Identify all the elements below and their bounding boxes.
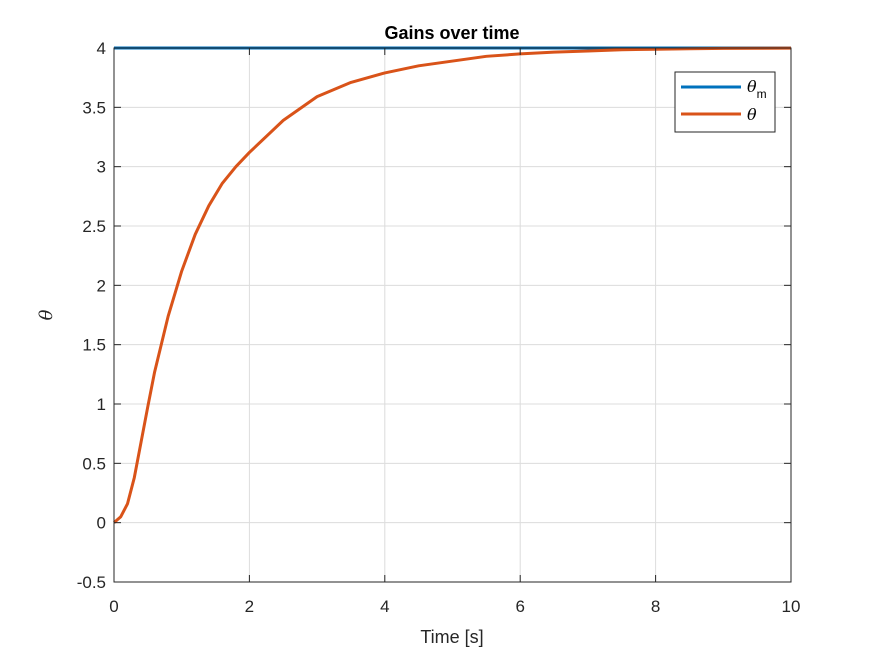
series-line-1	[113, 46, 792, 524]
axis-ticks	[113, 47, 792, 583]
plot-frame	[113, 47, 792, 583]
y-tick-label: -0.5	[77, 573, 106, 592]
y-tick-label: 1.5	[82, 336, 106, 355]
legend-label-theta-m-main: θ	[747, 77, 757, 96]
legend-label-theta: θ	[747, 105, 757, 124]
y-tick-label: 1	[97, 395, 106, 414]
y-tick-label: 2.5	[82, 217, 106, 236]
y-tick-label: 2	[97, 276, 106, 295]
x-tick-label: 10	[782, 597, 801, 616]
x-axis-label: Time [s]	[420, 627, 483, 647]
legend-label-theta-m: θm	[747, 77, 767, 101]
y-tick-label: 4	[97, 39, 106, 58]
x-tick-label: 2	[245, 597, 254, 616]
legend-label-theta-m-sub: m	[757, 87, 767, 101]
y-tick-label: 0	[97, 514, 106, 533]
x-tick-label: 4	[380, 597, 389, 616]
tick-labels: 0 2 4 6 8 10-0.500.511.522.533.54	[77, 39, 801, 616]
x-tick-label: 8	[651, 597, 660, 616]
y-axis-label: θ	[36, 309, 57, 320]
chart-title: Gains over time	[384, 23, 519, 43]
y-tick-label: 3	[97, 158, 106, 177]
y-tick-label: 3.5	[82, 98, 106, 117]
legend-box	[674, 71, 776, 133]
y-tick-label: 0.5	[82, 454, 106, 473]
legend: θm θ	[674, 71, 776, 133]
x-tick-label: 0	[109, 597, 118, 616]
x-tick-label: 6	[515, 597, 524, 616]
plot-area	[114, 48, 791, 582]
